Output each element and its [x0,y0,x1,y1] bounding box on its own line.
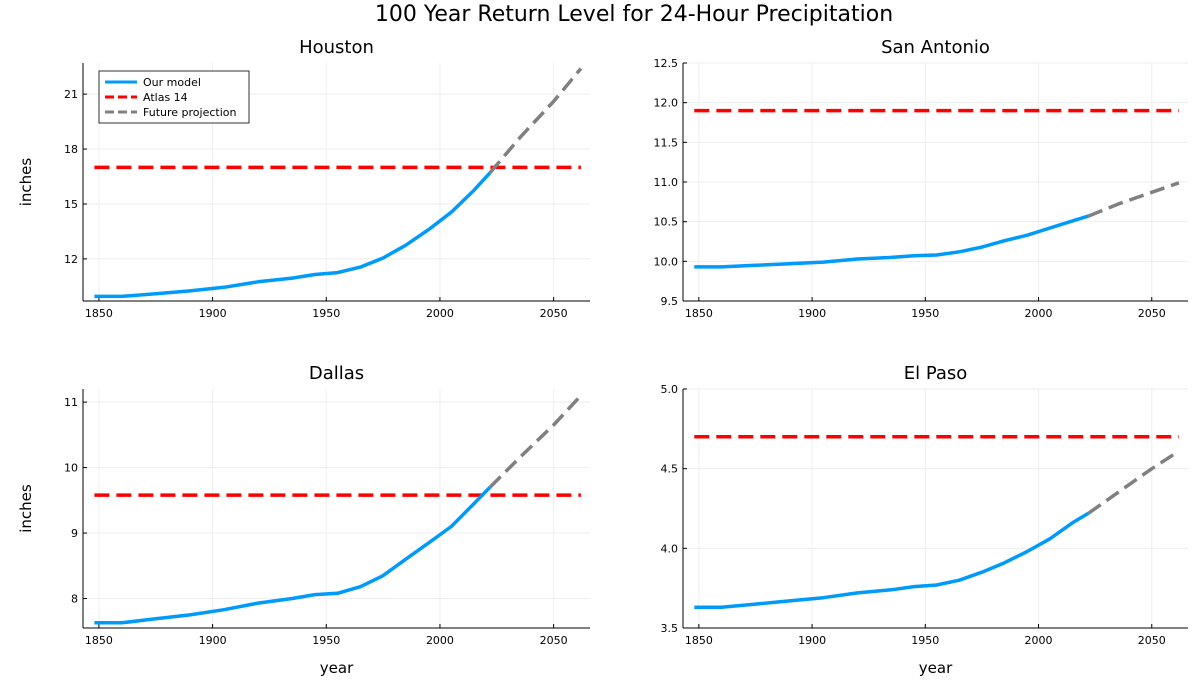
chart-panel-el-paso: 1850 1900 1950 2000 2050 3.5 4.0 4.5 5.0 El Paso y… [661,363,1188,677]
x-tick-label: 2000 [426,307,454,320]
series-line-our-model [94,171,492,299]
chart-panel-houston: 1850 1900 1950 2000 2050 12 15 18 21 Houston inche… [17,37,590,320]
x-tick-label: 2050 [1138,634,1166,647]
chart-title: Dallas [309,363,364,384]
legend-entry: Atlas 14 [143,91,188,104]
x-tick-label: 2000 [426,634,454,647]
legend-entry: Our model [143,76,201,89]
series-group [694,108,1180,269]
series-line-our-model [694,214,1089,269]
y-tick-label: 5.0 [661,383,679,396]
x-tick-label: 1950 [911,634,939,647]
y-axis-label: inches [17,484,35,533]
chart-panel-dallas: 1850 1900 1950 2000 2050 8 9 10 11 Dallas year inch… [17,363,590,677]
x-tick-label: 1850 [85,307,113,320]
y-tick-label: 9 [71,527,78,540]
series-line-future-projection [1087,449,1180,515]
x-axis-label: year [919,659,953,677]
y-tick-label: 11.0 [654,176,679,189]
y-tick-label: 15 [64,198,78,211]
x-axis-label: year [320,659,354,677]
series-group [94,67,583,299]
x-tick-label: 1900 [199,307,227,320]
x-tick-label: 2050 [540,307,568,320]
y-tick-label: 11.5 [654,136,679,149]
x-tick-label: 2050 [540,634,568,647]
chart-panels: 1850 1900 1950 2000 2050 12 15 18 21 Houston inche… [17,37,1188,677]
x-tick-label: 2050 [1138,307,1166,320]
y-tick-label: 21 [64,88,78,101]
series-group [94,394,583,625]
y-tick-label: 11 [64,396,78,409]
figure-title: 100 Year Return Level for 24-Hour Precip… [375,2,893,27]
x-tick-label: 1900 [798,307,826,320]
x-tick-label: 1900 [199,634,227,647]
y-tick-label: 8 [71,593,78,606]
x-tick-label: 1950 [911,307,939,320]
y-tick-label: 9.5 [661,295,679,308]
x-tick-label: 1950 [312,634,340,647]
y-tick-label: 4.0 [661,542,679,555]
legend-entry: Future projection [143,106,236,119]
x-tick-label: 2000 [1025,634,1053,647]
y-tick-label: 4.5 [661,463,679,476]
series-line-future-projection [488,67,583,174]
y-tick-label: 3.5 [661,622,679,635]
y-axis-label: inches [17,158,35,207]
y-tick-label: 10.5 [654,216,679,229]
series-line-our-model [694,511,1090,610]
x-tick-label: 1950 [312,307,340,320]
y-tick-label: 18 [64,143,78,156]
x-tick-label: 2000 [1025,307,1053,320]
series-line-our-model [94,485,492,625]
series-line-future-projection [1087,181,1180,218]
x-tick-label: 1850 [85,634,113,647]
chart-title: El Paso [904,363,968,384]
series-group [694,435,1180,610]
legend: Our model Atlas 14 Future projection [98,70,250,124]
y-tick-label: 12.0 [654,97,679,110]
chart-title: Houston [299,37,374,58]
series-line-future-projection [488,394,583,489]
chart-title: San Antonio [881,37,990,58]
y-tick-label: 12.5 [654,57,679,70]
x-tick-label: 1850 [685,307,713,320]
y-tick-label: 12 [64,253,78,266]
chart-panel-san-antonio: 1850 1900 1950 2000 2050 9.5 10.0 10.5 11.0 11.5 1… [654,37,1188,320]
y-tick-label: 10.0 [654,255,679,268]
y-tick-label: 10 [64,462,78,475]
x-tick-label: 1900 [798,634,826,647]
x-tick-label: 1850 [685,634,713,647]
